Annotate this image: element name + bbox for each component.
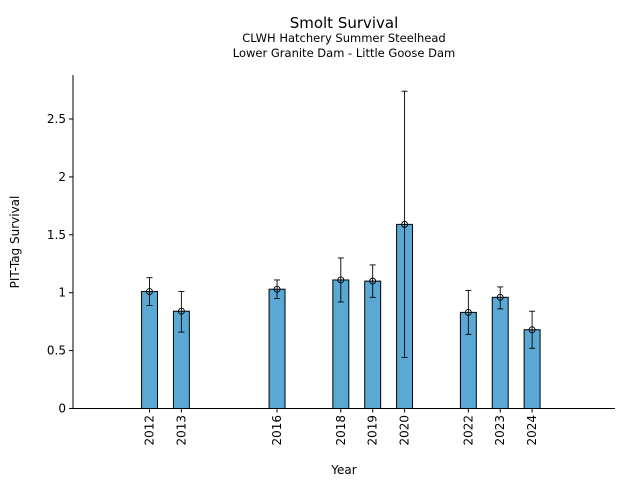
y-ticks-layer: 0 0.5 1 1.5 2 2.5 <box>47 112 73 416</box>
bar-2012 <box>141 291 158 409</box>
point-marker-2016 <box>273 285 281 293</box>
point-marker-2020 <box>401 220 409 228</box>
y-tick-label: 2 <box>58 170 66 184</box>
error-bar-2019 <box>369 264 376 298</box>
x-tick-2022: 2022 <box>461 408 475 446</box>
x-tick-label: 2012 <box>143 415 157 446</box>
x-tick-2013: 2013 <box>174 408 188 446</box>
error-bar-2024 <box>529 310 536 349</box>
y-axis-label: PIT-Tag Survival <box>8 196 22 289</box>
x-tick-2023: 2023 <box>493 408 507 446</box>
point-marker-2022 <box>464 308 472 316</box>
x-tick-label: 2019 <box>366 415 380 446</box>
error-bar-2012 <box>146 277 153 306</box>
y-tick: 2.5 <box>47 112 73 126</box>
point-marker-2018 <box>337 276 345 284</box>
y-tick-label: 1.5 <box>47 228 66 242</box>
bars-layer <box>141 223 541 410</box>
x-tick-label: 2016 <box>270 415 284 446</box>
x-tick-2016: 2016 <box>270 408 284 446</box>
chart-subtitle-line-1: CLWH Hatchery Summer Steelhead <box>242 31 445 45</box>
x-tick-label: 2023 <box>493 415 507 446</box>
error-bar-2013 <box>178 291 185 333</box>
y-tick: 0.5 <box>47 344 73 358</box>
x-tick-2018: 2018 <box>334 408 348 446</box>
y-tick: 0 <box>58 402 73 416</box>
y-tick-label: 2.5 <box>47 112 66 126</box>
y-tick: 1 <box>58 286 73 300</box>
y-tick: 1.5 <box>47 228 73 242</box>
y-tick: 2 <box>58 170 73 184</box>
error-bar-2022 <box>465 289 472 335</box>
bar-2016 <box>268 288 286 409</box>
error-bar-2018 <box>337 257 344 303</box>
y-tick-label: 0.5 <box>47 344 66 358</box>
bar-2023 <box>491 296 509 410</box>
y-tick-label: 1 <box>58 286 66 300</box>
x-tick-label: 2018 <box>334 415 348 446</box>
x-axis-label: Year <box>330 463 356 477</box>
error-bar-2023 <box>497 286 504 310</box>
x-tick-label: 2024 <box>525 415 539 446</box>
x-ticks-layer: 2012 2013 2016 2018 2019 2020 2022 2023 2024 <box>143 408 539 446</box>
x-tick-label: 2013 <box>174 415 188 446</box>
error-bar-2016 <box>274 279 281 299</box>
chart-title: Smolt Survival <box>290 14 399 32</box>
chart-subtitle-line-2: Lower Granite Dam - Little Goose Dam <box>233 46 455 60</box>
x-tick-2019: 2019 <box>366 408 380 446</box>
error-bar-2020 <box>401 90 408 358</box>
x-tick-label: 2022 <box>461 415 475 446</box>
x-tick-2024: 2024 <box>525 408 539 446</box>
x-tick-2012: 2012 <box>143 408 157 446</box>
error-bars-layer <box>146 90 536 358</box>
point-marker-2024 <box>528 326 536 334</box>
point-marker-2012 <box>146 288 153 295</box>
point-marker-2023 <box>496 293 504 301</box>
x-tick-2020: 2020 <box>398 408 412 446</box>
point-marker-2013 <box>177 307 185 315</box>
y-tick-label: 0 <box>58 402 66 416</box>
x-tick-label: 2020 <box>398 415 412 446</box>
point-marker-2019 <box>369 277 377 285</box>
bar-2019 <box>364 280 382 409</box>
point-markers-layer <box>146 220 536 334</box>
